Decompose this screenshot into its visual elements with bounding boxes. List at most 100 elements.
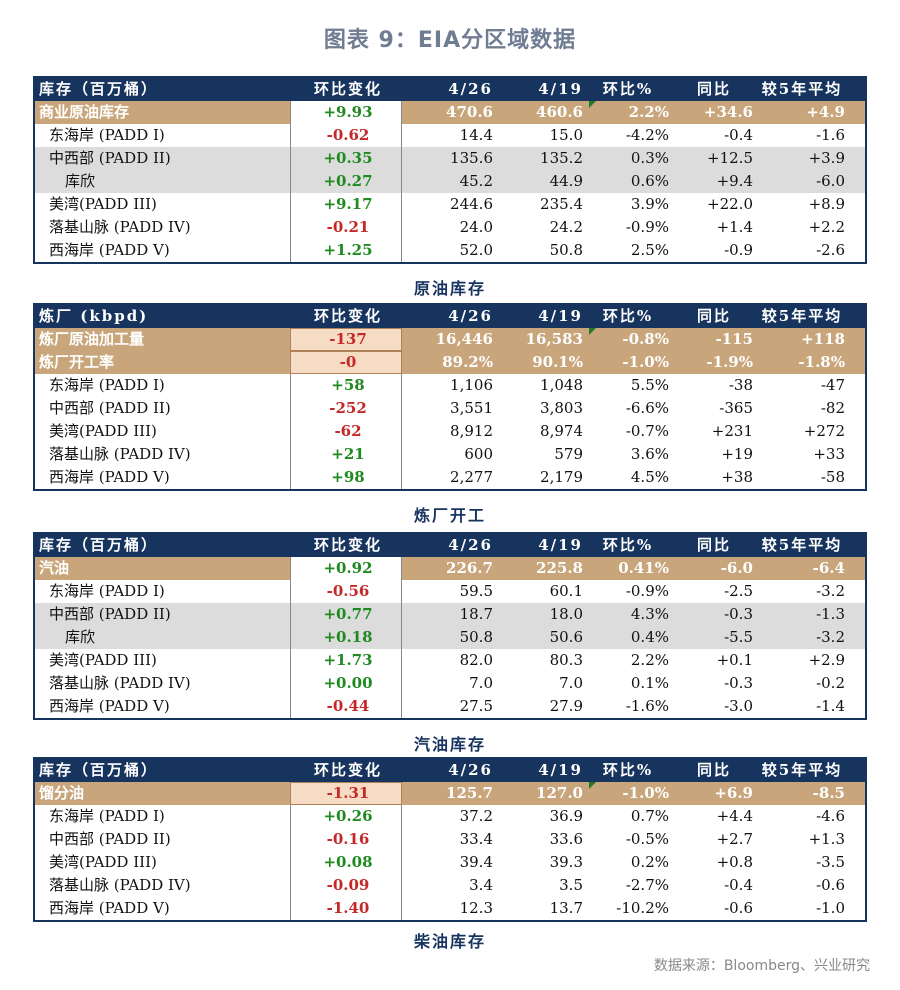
cell-current: 3.4: [469, 876, 493, 894]
cell-vs5y: -6.0: [816, 172, 845, 190]
cell-previous: 460.6: [536, 103, 583, 121]
table-row: 西海岸 (PADD V) -1.40 12.3 13.7 -10.2% -0.6 -1.0: [35, 897, 865, 920]
header-vs5y: 较5年平均: [761, 761, 843, 779]
cell-current: 24.0: [459, 218, 493, 236]
table-row: 中西部 (PADD II) +0.35 135.6 135.2 0.3% +12.5 +3.…: [35, 147, 865, 170]
cell-vs5y: -58: [820, 468, 845, 486]
cell-change: -1.31: [326, 784, 370, 802]
cell-previous: 24.2: [549, 218, 583, 236]
data-table: 库存（百万桶） 环比变化 4/26 4/19 环比% 同比 较5年平均 汽油 +0.92 226.…: [33, 532, 867, 720]
cell-change: -0.09: [326, 876, 370, 894]
cell-change: +9.93: [323, 103, 373, 121]
cell-change: +0.77: [323, 605, 373, 623]
cell-change: -137: [329, 330, 367, 348]
cell-current: 14.4: [459, 126, 493, 144]
cell-vs5y: -3.5: [816, 853, 845, 871]
cell-previous: 1,048: [540, 376, 583, 394]
change-cell-box: [290, 351, 402, 374]
data-table: 库存（百万桶） 环比变化 4/26 4/19 环比% 同比 较5年平均 馏分油 -1.31 125…: [33, 757, 867, 922]
table-row: 落基山脉 (PADD IV) +0.00 7.0 7.0 0.1% -0.3 -0.2: [35, 672, 865, 695]
table-caption: 柴油库存: [413, 932, 486, 951]
cell-name: 西海岸 (PADD V): [49, 468, 170, 486]
cell-pct: -0.7%: [625, 422, 669, 440]
cell-vs5y: -3.2: [816, 582, 845, 600]
change-cell-box: [290, 443, 402, 466]
cell-vs5y: +3.9: [808, 149, 845, 167]
header-pct: 环比%: [602, 307, 654, 325]
cell-previous: 13.7: [549, 899, 583, 917]
cell-change: -0.16: [326, 830, 370, 848]
cell-vs5y: -2.6: [816, 241, 845, 259]
cell-vs5y: +1.3: [808, 830, 845, 848]
cell-pct: 0.2%: [630, 853, 669, 871]
cell-pct: -1.0%: [622, 353, 669, 371]
cell-name: 东海岸 (PADD I): [49, 376, 165, 394]
header-yoy: 同比: [696, 80, 731, 98]
cell-pct: -1.6%: [625, 697, 669, 715]
cell-change: -1.40: [326, 899, 370, 917]
cell-vs5y: +4.9: [806, 103, 845, 121]
cell-yoy: -3.0: [724, 697, 753, 715]
cell-pct: 0.4%: [630, 628, 669, 646]
cell-pct: 2.2%: [628, 103, 669, 121]
cell-pct: 3.9%: [630, 195, 669, 213]
cell-change: -0.21: [326, 218, 370, 236]
cell-yoy: -0.3: [724, 674, 753, 692]
table-row: 库欣 +0.27 45.2 44.9 0.6% +9.4 -6.0: [35, 170, 865, 193]
cell-current: 2,277: [450, 468, 493, 486]
header-pct: 环比%: [602, 80, 654, 98]
header-vs5y: 较5年平均: [761, 80, 843, 98]
cell-pct: 2.5%: [630, 241, 669, 259]
cell-current: 89.2%: [442, 353, 493, 371]
cell-change: +0.00: [323, 674, 373, 692]
cell-change: +58: [331, 376, 365, 394]
cell-vs5y: +33: [813, 445, 845, 463]
header-previous: 4/19: [538, 761, 583, 779]
header-yoy: 同比: [696, 307, 731, 325]
cell-yoy: -0.4: [724, 126, 753, 144]
cell-yoy: +12.5: [707, 149, 753, 167]
cell-current: 8,912: [450, 422, 493, 440]
cell-change: +21: [331, 445, 365, 463]
cell-previous: 44.9: [549, 172, 583, 190]
comment-marker-icon: [589, 782, 596, 789]
table-row: 美湾(PADD III) -62 8,912 8,974 -0.7% +231 +272: [35, 420, 865, 443]
cell-change: -252: [329, 399, 367, 417]
cell-current: 226.7: [446, 559, 493, 577]
cell-pct: -4.2%: [625, 126, 669, 144]
cell-change: +0.27: [323, 172, 373, 190]
change-cell-box: [290, 193, 402, 216]
cell-yoy: +9.4: [716, 172, 753, 190]
cell-yoy: +1.4: [716, 218, 753, 236]
header-current: 4/26: [448, 761, 493, 779]
cell-previous: 15.0: [549, 126, 583, 144]
cell-change: +0.26: [323, 807, 373, 825]
cell-pct: 0.7%: [630, 807, 669, 825]
header-pct: 环比%: [602, 536, 654, 554]
cell-vs5y: -0.2: [816, 674, 845, 692]
cell-current: 82.0: [459, 651, 493, 669]
cell-name: 西海岸 (PADD V): [49, 899, 170, 917]
cell-pct: -10.2%: [616, 899, 669, 917]
cell-current: 1,106: [450, 376, 493, 394]
change-cell-box: [290, 874, 402, 897]
cell-name: 中西部 (PADD II): [49, 149, 171, 167]
cell-previous: 39.3: [549, 853, 583, 871]
change-cell-box: [290, 101, 402, 124]
cell-vs5y: -82: [820, 399, 845, 417]
change-cell-box: [290, 672, 402, 695]
cell-previous: 90.1%: [532, 353, 583, 371]
cell-change: +0.08: [323, 853, 373, 871]
cell-pct: 4.5%: [630, 468, 669, 486]
header-yoy: 同比: [696, 536, 731, 554]
cell-name: 美湾(PADD III): [49, 195, 157, 213]
cell-vs5y: -1.4: [816, 697, 845, 715]
cell-pct: 5.5%: [630, 376, 669, 394]
cell-name: 库欣: [65, 628, 96, 646]
table-row: 中西部 (PADD II) +0.77 18.7 18.0 4.3% -0.3 -1.3: [35, 603, 865, 626]
table-row: 美湾(PADD III) +0.08 39.4 39.3 0.2% +0.8 -3.5: [35, 851, 865, 874]
cell-name: 美湾(PADD III): [49, 651, 157, 669]
cell-pct: 3.6%: [630, 445, 669, 463]
header-vs5y: 较5年平均: [761, 536, 843, 554]
cell-current: 125.7: [446, 784, 493, 802]
